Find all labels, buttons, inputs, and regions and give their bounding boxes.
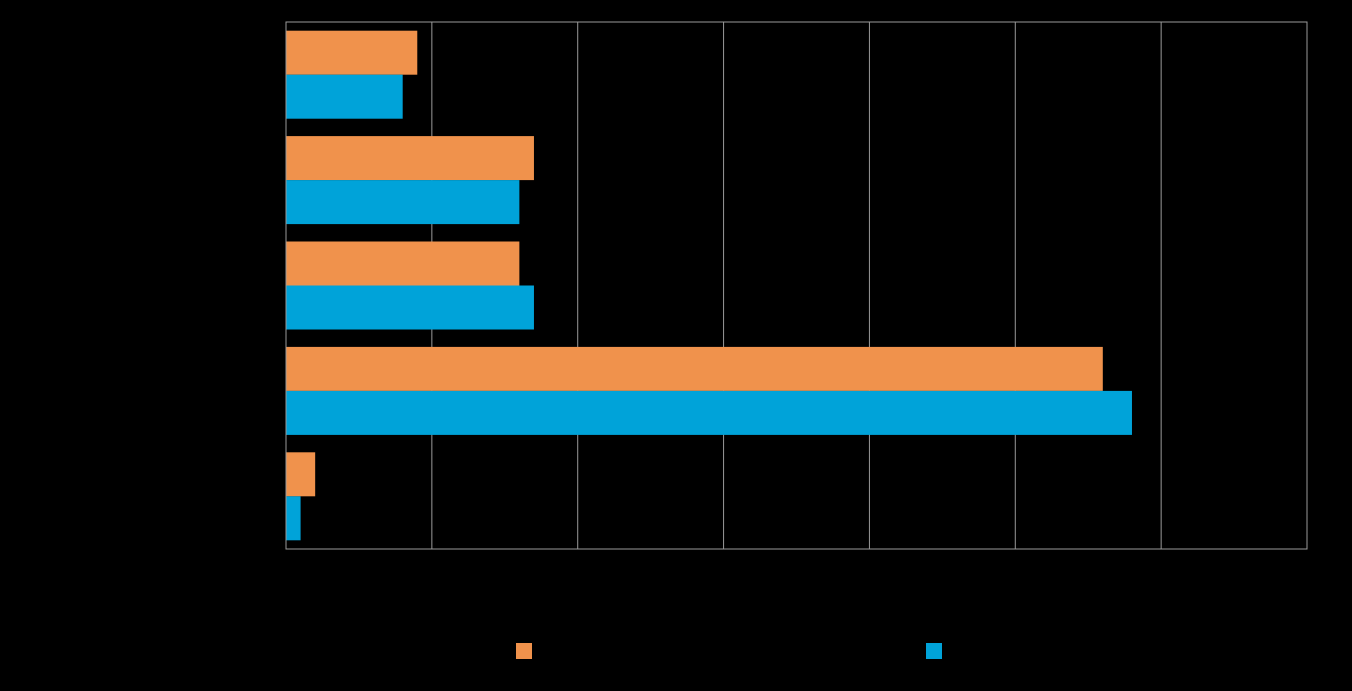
bar-series-2-category-2 <box>286 180 520 225</box>
gridlines <box>431 22 1162 549</box>
bar-series-2-category-1 <box>286 74 403 119</box>
legend-swatch-series-1 <box>516 643 532 659</box>
bar-series-1-category-1 <box>286 30 418 75</box>
bar-series-2-category-3 <box>286 285 534 330</box>
bars <box>286 30 1132 541</box>
bar-series-2-category-4 <box>286 390 1132 435</box>
bar-series-2-category-5 <box>286 496 301 541</box>
plot-area-frame <box>285 21 1308 550</box>
legend-item-series-1 <box>516 642 532 660</box>
bar-series-1-category-5 <box>286 452 316 497</box>
bar-series-1-category-2 <box>286 136 534 181</box>
legend-item-series-2 <box>926 642 942 660</box>
bar-series-1-category-4 <box>286 346 1103 391</box>
legend-swatch-series-2 <box>926 643 942 659</box>
bar-series-1-category-3 <box>286 241 520 286</box>
